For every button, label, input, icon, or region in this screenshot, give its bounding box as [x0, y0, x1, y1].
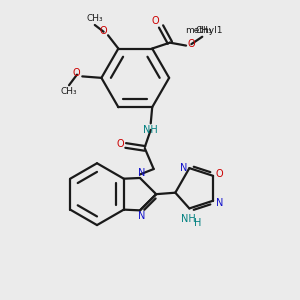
Text: methyl1: methyl1 [185, 26, 223, 35]
Text: O: O [187, 39, 195, 49]
Text: NH: NH [143, 125, 158, 135]
Text: N: N [138, 168, 145, 178]
Text: H: H [194, 218, 201, 228]
Text: CH₃: CH₃ [86, 14, 103, 23]
Text: CH₃: CH₃ [61, 87, 77, 96]
Text: O: O [216, 169, 224, 179]
Text: N: N [138, 211, 145, 221]
Text: O: O [152, 16, 160, 26]
Text: O: O [99, 26, 107, 36]
Text: O: O [73, 68, 80, 78]
Text: CH₃: CH₃ [195, 26, 212, 35]
Text: O: O [116, 139, 124, 149]
Text: N: N [216, 197, 223, 208]
Text: N: N [180, 163, 188, 172]
Text: NH: NH [181, 214, 195, 224]
